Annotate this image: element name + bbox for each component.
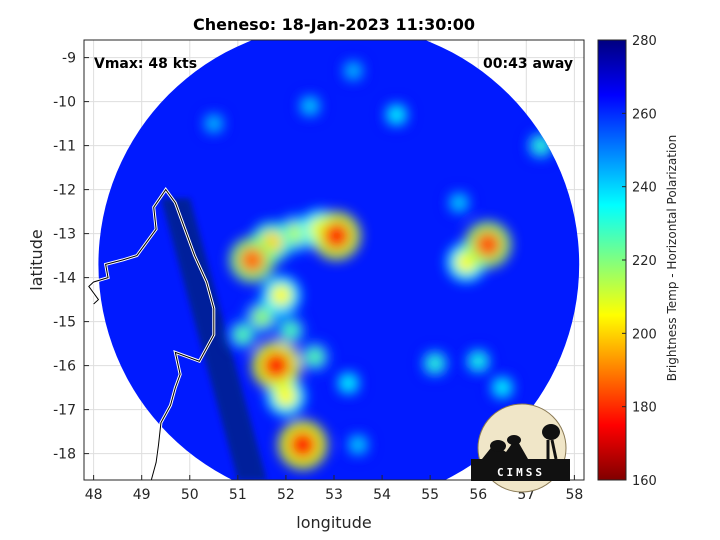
dark-band (160, 198, 267, 480)
feature-core (302, 98, 318, 114)
colorbar-tick-label: 200 (632, 327, 657, 342)
swath-layer (98, 40, 580, 480)
vmax-annotation: Vmax: 48 kts (94, 56, 197, 72)
feature-core (340, 375, 357, 392)
y-tick-label: -14 (53, 271, 76, 287)
feature-core (270, 284, 293, 307)
feature-core (346, 63, 361, 79)
feature-core (233, 325, 252, 344)
y-tick-label: -9 (62, 51, 76, 67)
colorbar-tick-label: 280 (632, 34, 657, 49)
colorbar-tick-label: 260 (632, 107, 657, 122)
colorbar-label: Brightness Temp - Horizontal Polarizatio… (665, 135, 679, 382)
feature-core (494, 379, 511, 396)
y-ticks: -9 -10 -11 -12 -13 -14 -15 -16 -17 -18 (53, 51, 89, 463)
feature-core (350, 437, 366, 453)
colorbar (597, 39, 627, 481)
feature-core (252, 307, 272, 327)
x-tick-label: 49 (133, 487, 151, 503)
y-tick-label: -15 (53, 315, 76, 331)
y-axis-label: latitude (27, 229, 46, 290)
time-away-annotation: 00:43 away (483, 56, 573, 72)
feature-core (474, 231, 501, 258)
x-tick-label: 50 (181, 487, 199, 503)
cimss-logo: CIMSS (471, 403, 570, 493)
feature-core (532, 137, 550, 155)
x-tick-label: 58 (565, 487, 583, 503)
x-tick-label: 48 (85, 487, 103, 503)
colorbar-tick-label: 180 (632, 401, 657, 416)
feature-core (275, 385, 297, 408)
x-tick-label: 55 (421, 487, 439, 503)
x-tick-label: 52 (277, 487, 295, 503)
x-axis-label: longitude (296, 513, 371, 532)
x-tick-label: 56 (469, 487, 487, 503)
feature-core (426, 354, 444, 372)
coastline-core (88, 188, 215, 480)
feature-layer (200, 57, 557, 470)
feature-core (388, 106, 405, 123)
x-tick-label: 54 (373, 487, 391, 503)
y-tick-label: -10 (53, 95, 76, 111)
x-tick-label: 53 (325, 487, 343, 503)
feature-core (262, 352, 290, 380)
y-tick-label: -18 (53, 447, 76, 463)
x-tick-label: 51 (229, 487, 247, 503)
feature-core (281, 321, 300, 340)
colorbar-tick-label: 220 (632, 254, 657, 269)
colorbar-tick-label: 160 (632, 474, 657, 489)
feature-core (470, 352, 487, 370)
y-tick-label: -11 (53, 139, 76, 155)
cimss-logo-text: CIMSS (497, 466, 545, 479)
feature-core (239, 247, 265, 273)
colorbar-ticks: 160 180 200 220 240 260 280 (622, 34, 657, 489)
feature-core (206, 116, 222, 131)
y-tick-label: -17 (53, 403, 76, 419)
y-tick-label: -13 (53, 227, 76, 243)
feature-core (305, 347, 324, 366)
feature-core (451, 195, 467, 211)
chart-title: Cheneso: 18-Jan-2023 11:30:00 (193, 15, 475, 34)
y-tick-label: -16 (53, 359, 76, 375)
feature-core (323, 222, 350, 250)
feature-core (289, 431, 317, 459)
colorbar-tick-label: 240 (632, 181, 657, 196)
y-tick-label: -12 (53, 183, 76, 199)
